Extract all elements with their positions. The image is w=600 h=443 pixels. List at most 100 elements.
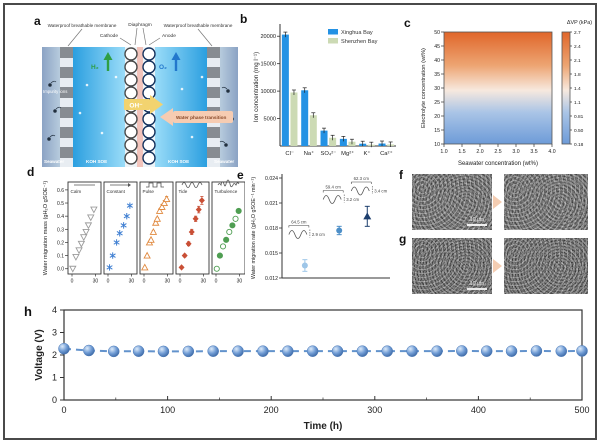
seawater-region-left <box>42 47 60 167</box>
svg-text:30: 30 <box>129 279 135 285</box>
svg-text:62.3 cm: 62.3 cm <box>354 176 370 181</box>
svg-text:0.2: 0.2 <box>57 240 64 246</box>
voltage-stability-chart: 0 1 2 3 4 0 100 200 300 400 500 Time (h) Voltage (V) <box>34 305 590 432</box>
svg-text:0.012: 0.012 <box>265 276 278 282</box>
panel-label-d: d <box>27 165 35 179</box>
svg-text:0: 0 <box>143 279 146 285</box>
panel-label-f: f <box>399 168 403 182</box>
impurity-ions-label: Impurity ions <box>43 89 67 94</box>
koh-soe-region-left <box>73 47 125 167</box>
svg-text:100: 100 <box>160 405 175 415</box>
svg-text:20: 20 <box>434 114 440 120</box>
membrane-column-left <box>60 47 73 167</box>
svg-text:Water migration mass (gH₂O gSO: Water migration mass (gH₂O gSOE⁻¹) <box>43 181 49 276</box>
svg-text:1: 1 <box>52 373 57 383</box>
transition-arrow-f-icon <box>493 195 502 209</box>
svg-text:2.4: 2.4 <box>574 44 581 50</box>
svg-text:20000: 20000 <box>260 34 276 40</box>
cell-cross-section: H₂ O₂ OH⁻ Water <box>42 47 238 167</box>
svg-text:15000: 15000 <box>260 62 276 68</box>
svg-text:2: 2 <box>52 350 57 360</box>
svg-text:1.8: 1.8 <box>574 72 581 78</box>
seawater-region-right <box>220 47 238 167</box>
h2-label: H₂ <box>91 64 99 71</box>
svg-text:2.9 cm: 2.9 cm <box>312 232 325 237</box>
svg-text:3.0: 3.0 <box>512 149 519 155</box>
membrane-right-label: Waterproof breathable membrane <box>164 23 233 28</box>
svg-text:Electrolyte concentration (wt%: Electrolyte concentration (wt%) <box>421 48 427 128</box>
svg-text:K⁺: K⁺ <box>364 150 371 157</box>
panel-label-c: c <box>404 16 411 30</box>
cathode-label: Cathode <box>100 33 118 39</box>
svg-text:3.2 cm: 3.2 cm <box>346 197 359 202</box>
d-subpanel-turbulence: Turbulence 0 30 <box>211 179 245 285</box>
scalebar-f-bar <box>467 224 487 226</box>
koh-soe-left-label: KOH SOE <box>86 159 107 164</box>
schematic-top-labels: Waterproof breathable membrane Waterproo… <box>48 22 233 47</box>
water-migration-mass-panels: 0.0 0.1 0.2 0.3 0.4 0.5 0.6 Water migration mas… <box>43 179 245 285</box>
d-subpanel-calm: Calm 0 30 <box>67 181 102 285</box>
svg-text:30: 30 <box>237 279 243 285</box>
svg-text:2.5: 2.5 <box>494 149 501 155</box>
scalebar-f: 10 μm <box>467 217 487 226</box>
svg-text:2.7: 2.7 <box>574 30 581 36</box>
seawater-left-label: Seawater <box>44 159 64 164</box>
h2-up-arrow-icon <box>103 52 113 71</box>
svg-text:35: 35 <box>434 72 440 78</box>
svg-text:Xinghua Bay: Xinghua Bay <box>341 30 373 36</box>
svg-text:25: 25 <box>434 100 440 106</box>
membrane-left-label: Waterproof breathable membrane <box>48 23 117 28</box>
svg-text:0.024: 0.024 <box>265 176 278 182</box>
svg-text:0.0: 0.0 <box>57 267 64 273</box>
svg-text:200: 200 <box>264 405 279 415</box>
scalebar-g: 10 μm <box>467 281 487 290</box>
svg-text:30: 30 <box>201 279 207 285</box>
svg-text:0.50: 0.50 <box>574 128 584 134</box>
svg-text:400: 400 <box>471 405 486 415</box>
scalebar-g-text: 10 μm <box>470 281 484 287</box>
water-phase-transition-label: Water phase transition <box>176 115 226 120</box>
label-connector-lines <box>67 27 213 47</box>
membrane-column-right <box>207 47 220 167</box>
scalebar-f-text: 10 μm <box>470 217 484 223</box>
panel-label-g: g <box>399 232 407 246</box>
svg-text:3.5: 3.5 <box>530 149 537 155</box>
sem-image-g-left: 10 μm <box>412 238 492 294</box>
svg-text:Water migration rate (gH₂O gSO: Water migration rate (gH₂O gSOE⁻¹ min⁻¹) <box>251 177 257 279</box>
svg-text:50: 50 <box>434 30 440 36</box>
bubble-dots <box>78 75 204 139</box>
koh-soe-right-label: KOH SOE <box>168 159 189 164</box>
svg-text:Mg²⁺: Mg²⁺ <box>341 150 354 157</box>
svg-text:ΔVP (kPa): ΔVP (kPa) <box>567 20 592 26</box>
svg-text:3.4 cm: 3.4 cm <box>374 189 387 194</box>
koh-soe-region-right <box>155 47 207 167</box>
svg-text:0.4: 0.4 <box>57 214 64 220</box>
diaphragm-label: Diaphragm <box>128 22 151 28</box>
o2-label: O₂ <box>159 64 167 71</box>
electrolyzer-schematic: Waterproof breathable membrane Waterproo… <box>42 20 238 168</box>
svg-text:Shenzhen Bay: Shenzhen Bay <box>341 39 378 45</box>
d-subpanel-tide: Tide 0 30 <box>175 181 210 285</box>
svg-text:0: 0 <box>61 405 66 415</box>
svg-text:0.1: 0.1 <box>57 254 64 260</box>
svg-text:0.3: 0.3 <box>57 227 64 233</box>
panel-label-h: h <box>24 304 32 319</box>
svg-text:2.1: 2.1 <box>574 58 581 64</box>
svg-text:1.4: 1.4 <box>574 86 581 92</box>
svg-text:Seawater concentration (wt%): Seawater concentration (wt%) <box>458 161 538 167</box>
svg-text:1.5: 1.5 <box>458 149 465 155</box>
svg-text:0: 0 <box>71 279 74 285</box>
svg-text:30: 30 <box>434 86 440 92</box>
oh-label: OH⁻ <box>129 103 143 110</box>
svg-text:0: 0 <box>179 279 182 285</box>
svg-text:15: 15 <box>434 128 440 134</box>
svg-text:Pulse: Pulse <box>143 189 155 194</box>
svg-text:1.0: 1.0 <box>440 149 447 155</box>
svg-text:Na⁺: Na⁺ <box>304 150 314 157</box>
sem-image-g-right <box>504 238 588 294</box>
svg-text:10000: 10000 <box>260 89 276 95</box>
svg-text:300: 300 <box>367 405 382 415</box>
svg-text:500: 500 <box>574 405 589 415</box>
svg-text:Calm: Calm <box>71 189 82 194</box>
